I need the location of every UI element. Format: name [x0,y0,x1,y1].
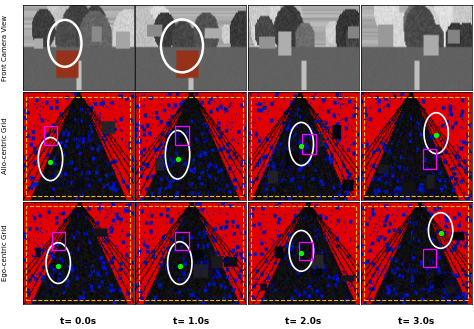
Bar [26,206,130,300]
Text: t= 2.0s: t= 2.0s [285,317,322,326]
Text: Ego-centric Grid: Ego-centric Grid [2,225,8,281]
Text: t= 0.0s: t= 0.0s [60,317,96,326]
Text: t= 1.0s: t= 1.0s [173,317,209,326]
Text: t= 3.0s: t= 3.0s [398,317,434,326]
Bar [423,149,436,169]
Bar [299,242,312,260]
Bar [423,249,436,267]
Bar [364,206,468,300]
Bar [364,96,468,196]
Bar [139,206,243,300]
Bar [44,126,57,145]
Bar [175,126,189,145]
Bar [175,232,189,250]
Bar [26,96,130,196]
Text: Front Camera View: Front Camera View [2,14,8,81]
Bar [252,206,356,300]
Text: Allo-centric Grid: Allo-centric Grid [2,118,8,174]
Bar [252,96,356,196]
Bar [52,232,65,250]
Bar [302,134,316,154]
Bar [139,96,243,196]
